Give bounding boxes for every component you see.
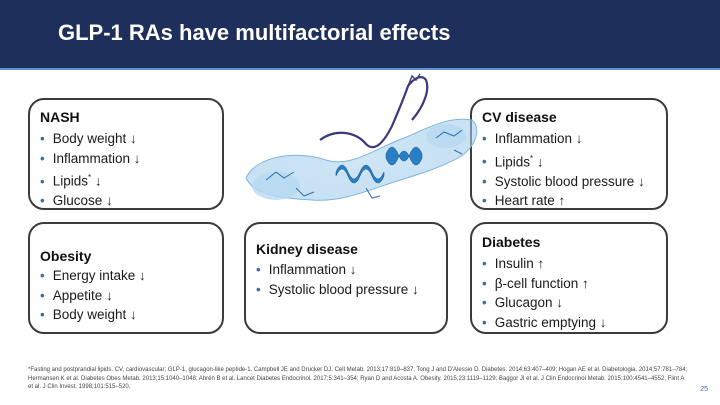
- obesity-title: Obesity: [40, 248, 92, 264]
- list-item: • Inflammation ↓: [256, 262, 357, 277]
- list-item: • Lipids* ↓: [40, 173, 102, 189]
- list-item: • Lipids* ↓: [482, 153, 544, 170]
- header-divider: [0, 68, 720, 70]
- nash-title: NASH: [40, 109, 80, 125]
- glp1-molecule-illustration: [245, 73, 478, 201]
- diabetes-list: • Insulin ↑ • β-cell function ↑ • Glucagon …: [482, 254, 607, 332]
- list-item: • Body weight ↓: [40, 307, 137, 322]
- kidney-disease-box: Kidney disease • Inflammation ↓ • Systolic…: [244, 222, 448, 334]
- cv-disease-list: • Inflammation ↓ • Lipids* ↓ • Systolic blo…: [482, 129, 645, 211]
- list-item: • Gastric emptying ↓: [482, 314, 607, 330]
- nash-list: • Body weight ↓ • Inflammation ↓ • Lipids* …: [40, 129, 141, 211]
- diabetes-box: Diabetes • Insulin ↑ • β-cell function ↑ •…: [470, 222, 668, 334]
- kidney-disease-title: Kidney disease: [256, 241, 358, 257]
- slide-header: GLP-1 RAs have multifactorial effects: [0, 0, 720, 68]
- nash-box: NASH • Body weight ↓ • Inflammation ↓ • Lip…: [28, 98, 224, 210]
- page-number: 25: [700, 386, 708, 393]
- cv-disease-title: CV disease: [482, 109, 557, 125]
- kidney-disease-list: • Inflammation ↓ • Systolic blood pressure…: [256, 260, 419, 299]
- list-item: • Glucagon ↓: [482, 295, 564, 310]
- list-item: • Systolic blood pressure ↓: [482, 173, 645, 189]
- cv-disease-box: CV disease • Inflammation ↓ • Lipids* ↓ • S…: [470, 98, 668, 210]
- footnote-references: *Fasting and postprandial lipids. CV, ca…: [28, 367, 688, 390]
- list-item: • Energy intake ↓: [40, 268, 146, 283]
- list-item: • Glucose ↓: [40, 193, 113, 208]
- list-item: • Systolic blood pressure ↓: [256, 281, 419, 297]
- list-item: • Inflammation ↓: [40, 150, 141, 166]
- list-item: • Insulin ↑: [482, 256, 545, 271]
- slide-title: GLP-1 RAs have multifactorial effects: [58, 20, 451, 45]
- list-item: • Heart rate ↑: [482, 193, 566, 208]
- list-item: • Appetite ↓: [40, 287, 113, 303]
- list-item: • β-cell function ↑: [482, 275, 589, 291]
- list-item: • Inflammation ↓: [482, 131, 583, 146]
- obesity-list: • Energy intake ↓ • Appetite ↓ • Body weigh…: [40, 266, 146, 325]
- obesity-box: Obesity • Energy intake ↓ • Appetite ↓ • Bo…: [28, 222, 224, 334]
- diabetes-title: Diabetes: [482, 234, 541, 250]
- list-item: • Body weight ↓: [40, 131, 137, 146]
